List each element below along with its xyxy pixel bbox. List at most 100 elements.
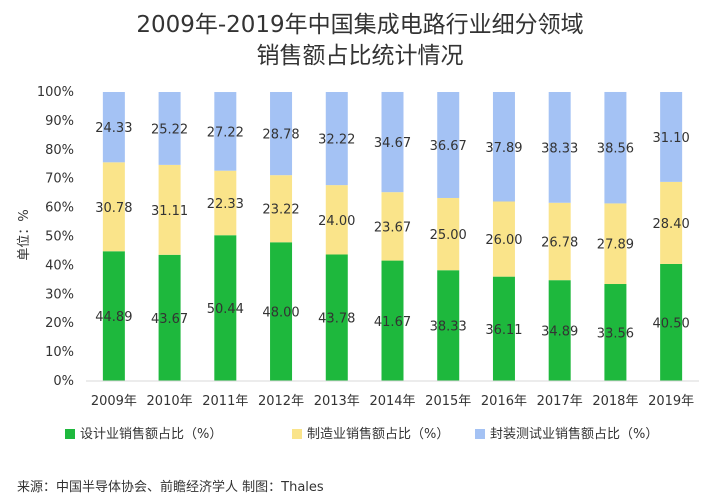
- bar-segment: [381, 260, 404, 381]
- bar-segment: [492, 201, 515, 277]
- bar-segment: [492, 92, 515, 202]
- bar-segment: [604, 91, 627, 204]
- data-label: 28.40: [653, 217, 690, 232]
- data-label: 43.78: [318, 312, 355, 327]
- bar-segment: [492, 276, 515, 381]
- data-label: 25.00: [430, 228, 467, 243]
- data-label: 28.78: [262, 128, 299, 143]
- bar-segment: [660, 181, 683, 264]
- x-tick-label: 2016年: [481, 394, 527, 409]
- bars-layer: [102, 91, 683, 381]
- bar-segment: [102, 92, 125, 163]
- data-label: 24.00: [318, 214, 355, 229]
- x-tick-label: 2015年: [425, 394, 471, 409]
- data-label: 27.89: [597, 238, 634, 253]
- bar-segment: [437, 92, 460, 198]
- y-tick-label: 30%: [45, 287, 74, 302]
- bar-segment: [325, 254, 348, 381]
- x-tick-label: 2019年: [648, 394, 694, 409]
- legend-label: 设计业销售额占比（%）: [80, 426, 222, 442]
- y-tick-label: 20%: [45, 316, 74, 331]
- bar-segment: [270, 92, 293, 176]
- bar-segment: [158, 92, 181, 165]
- y-tick-label: 50%: [45, 230, 74, 245]
- data-label: 50.44: [207, 302, 244, 317]
- data-label: 31.11: [151, 204, 188, 219]
- data-label: 38.33: [430, 320, 467, 335]
- bar-segment: [548, 280, 571, 381]
- data-label: 25.22: [151, 122, 188, 137]
- bar-segment: [548, 202, 571, 281]
- x-tick-label: 2014年: [369, 394, 415, 409]
- data-label: 38.33: [541, 141, 578, 156]
- y-tick-label: 70%: [45, 172, 74, 187]
- bar-segment: [381, 192, 404, 261]
- bar-segment: [158, 254, 181, 381]
- y-tick-label: 60%: [45, 201, 74, 216]
- data-label: 36.11: [485, 323, 522, 338]
- source-note: 来源：中国半导体协会、前瞻经济学人 制图：Thales: [17, 479, 324, 495]
- x-tick-label: 2009年: [91, 394, 137, 409]
- chart-subtitle: 销售额占比统计情况: [257, 43, 464, 69]
- chart-title: 2009年-2019年中国集成电路行业细分领域: [136, 12, 583, 38]
- bar-segment: [270, 175, 293, 243]
- legend-label: 制造业销售额占比（%）: [307, 426, 449, 442]
- bar-segment: [102, 162, 125, 252]
- legend-swatch: [292, 429, 302, 439]
- bar-segment: [548, 92, 571, 203]
- bar-segment: [325, 185, 348, 255]
- bar-segment: [437, 197, 460, 271]
- bar-segment: [214, 92, 237, 171]
- data-label: 22.33: [207, 197, 244, 212]
- data-label: 44.89: [95, 310, 132, 325]
- bar-segment: [158, 164, 181, 255]
- legend: 设计业销售额占比（%） 制造业销售额占比（%） 封装测试业销售额占比（%）: [65, 426, 658, 442]
- y-tick-label: 40%: [45, 258, 74, 273]
- y-axis-ticks: 0% 10% 20% 30% 40% 50% 60% 70% 80% 90% 100%: [37, 85, 74, 389]
- data-label: 23.67: [374, 220, 411, 235]
- legend-swatch: [65, 429, 75, 439]
- legend-swatch: [475, 429, 485, 439]
- data-label: 40.50: [653, 316, 690, 331]
- y-axis-label: 单位：%: [17, 209, 32, 260]
- x-tick-label: 2013年: [314, 394, 360, 409]
- x-axis-ticks: 2009年 2010年 2011年 2012年 2013年 2014年 2015年 2016年…: [86, 380, 699, 409]
- data-label: 26.78: [541, 235, 578, 250]
- data-label: 36.67: [430, 139, 467, 154]
- bar-segment: [214, 235, 237, 381]
- y-tick-label: 0%: [53, 374, 74, 389]
- bar-segment: [102, 251, 125, 381]
- data-label: 24.33: [95, 121, 132, 136]
- legend-label: 封装测试业销售额占比（%）: [490, 426, 658, 442]
- bar-segment: [381, 91, 404, 193]
- data-label: 32.22: [318, 133, 355, 148]
- data-label: 48.00: [262, 306, 299, 321]
- data-labels-layer: 44.89 30.78 24.33 43.67 31.11 25.22 50.44 22.33…: [95, 121, 689, 341]
- data-label: 41.67: [374, 315, 411, 330]
- x-tick-label: 2011年: [202, 394, 248, 409]
- bar-segment: [214, 170, 237, 236]
- data-label: 27.22: [207, 125, 244, 140]
- bar-segment: [604, 203, 627, 285]
- y-tick-label: 90%: [45, 114, 74, 129]
- x-tick-label: 2018年: [592, 394, 638, 409]
- y-tick-label: 10%: [45, 345, 74, 360]
- bar-segment: [660, 263, 683, 381]
- data-label: 37.89: [485, 141, 522, 156]
- data-label: 26.00: [485, 233, 522, 248]
- x-tick-label: 2010年: [147, 394, 193, 409]
- data-label: 34.89: [541, 325, 578, 340]
- bar-segment: [437, 270, 460, 381]
- data-label: 43.67: [151, 312, 188, 327]
- x-tick-label: 2017年: [537, 394, 583, 409]
- y-tick-label: 100%: [37, 85, 74, 100]
- data-label: 34.67: [374, 136, 411, 151]
- data-label: 38.56: [597, 142, 634, 157]
- bar-segment: [604, 284, 627, 381]
- bar-segment: [660, 92, 683, 182]
- data-label: 30.78: [95, 201, 132, 216]
- y-tick-label: 80%: [45, 143, 74, 158]
- x-tick-label: 2012年: [258, 394, 304, 409]
- data-label: 23.22: [262, 203, 299, 218]
